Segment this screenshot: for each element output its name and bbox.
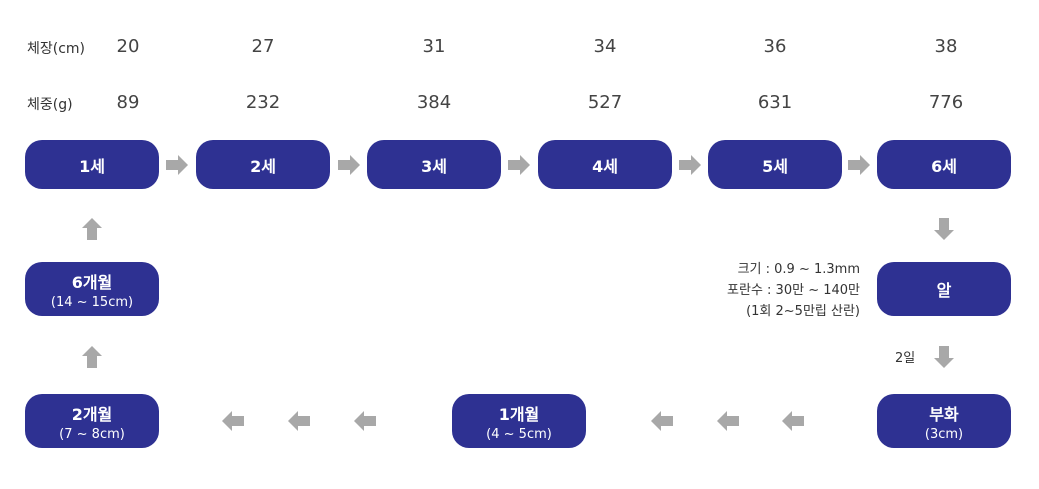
- stage-box: 1개월 (4 ~ 5cm): [452, 394, 586, 448]
- arrow: [222, 411, 244, 431]
- row-label: 체중(g): [27, 97, 73, 113]
- arrow: [166, 155, 188, 175]
- stage-box: 부화 (3cm): [877, 394, 1011, 448]
- length-value: 38: [934, 36, 958, 57]
- length-value: 27: [251, 36, 275, 57]
- stage-size: (4 ~ 5cm): [486, 426, 552, 442]
- stage-label: 5세: [762, 156, 788, 176]
- arrow: [717, 411, 739, 431]
- stage-box: 2세: [196, 140, 330, 189]
- weight-value: 232: [245, 92, 281, 113]
- stage-label: 1개월: [498, 404, 540, 424]
- length-value: 20: [116, 36, 140, 57]
- stage-label: 알: [936, 281, 952, 300]
- stage-label: 1세: [79, 156, 105, 176]
- arrow: [82, 218, 102, 240]
- weight-value: 776: [928, 92, 964, 113]
- length-value: 31: [422, 36, 446, 57]
- stage-box: 알: [877, 262, 1011, 316]
- stage-label: 2개월: [71, 404, 113, 424]
- arrow: [782, 411, 804, 431]
- stage-label: 6개월: [71, 272, 113, 292]
- stage-label: 3세: [421, 156, 447, 176]
- stage-label: 부화: [929, 404, 959, 424]
- egg-info: 크기 : 0.9 ~ 1.3mm 포란수 : 30만 ~ 140만 (1회 2~…: [727, 259, 860, 322]
- arrow: [651, 411, 673, 431]
- weight-value: 89: [116, 92, 140, 113]
- incubation-label: 2일: [895, 351, 916, 366]
- stage-label: 4세: [592, 156, 618, 176]
- weight-value: 384: [416, 92, 452, 113]
- stage-box: 4세: [538, 140, 672, 189]
- stage-box: 6개월 (14 ~ 15cm): [25, 262, 159, 316]
- arrow: [288, 411, 310, 431]
- stage-box: 6세: [877, 140, 1011, 189]
- stage-box: 2개월 (7 ~ 8cm): [25, 394, 159, 448]
- stage-size: (7 ~ 8cm): [59, 426, 125, 442]
- stage-size: (3cm): [924, 426, 964, 442]
- egg-info-line: 크기 : 0.9 ~ 1.3mm: [737, 262, 860, 277]
- arrow: [934, 218, 954, 240]
- arrow: [82, 346, 102, 368]
- length-value: 36: [763, 36, 787, 57]
- weight-value: 631: [757, 92, 793, 113]
- stage-label: 2세: [250, 156, 276, 176]
- weight-value: 527: [587, 92, 623, 113]
- arrow: [354, 411, 376, 431]
- arrow: [934, 346, 954, 368]
- egg-info-line: (1회 2~5만립 산란): [746, 304, 860, 319]
- length-value: 34: [593, 36, 617, 57]
- arrow: [338, 155, 360, 175]
- egg-info-line: 포란수 : 30만 ~ 140만: [727, 283, 860, 298]
- row-label: 체장(cm): [27, 41, 86, 57]
- arrow: [848, 155, 870, 175]
- arrow: [508, 155, 530, 175]
- stage-box: 3세: [367, 140, 501, 189]
- stage-label: 6세: [931, 156, 957, 176]
- stage-box: 5세: [708, 140, 842, 189]
- stage-box: 1세: [25, 140, 159, 189]
- arrow: [679, 155, 701, 175]
- stage-size: (14 ~ 15cm): [50, 294, 134, 310]
